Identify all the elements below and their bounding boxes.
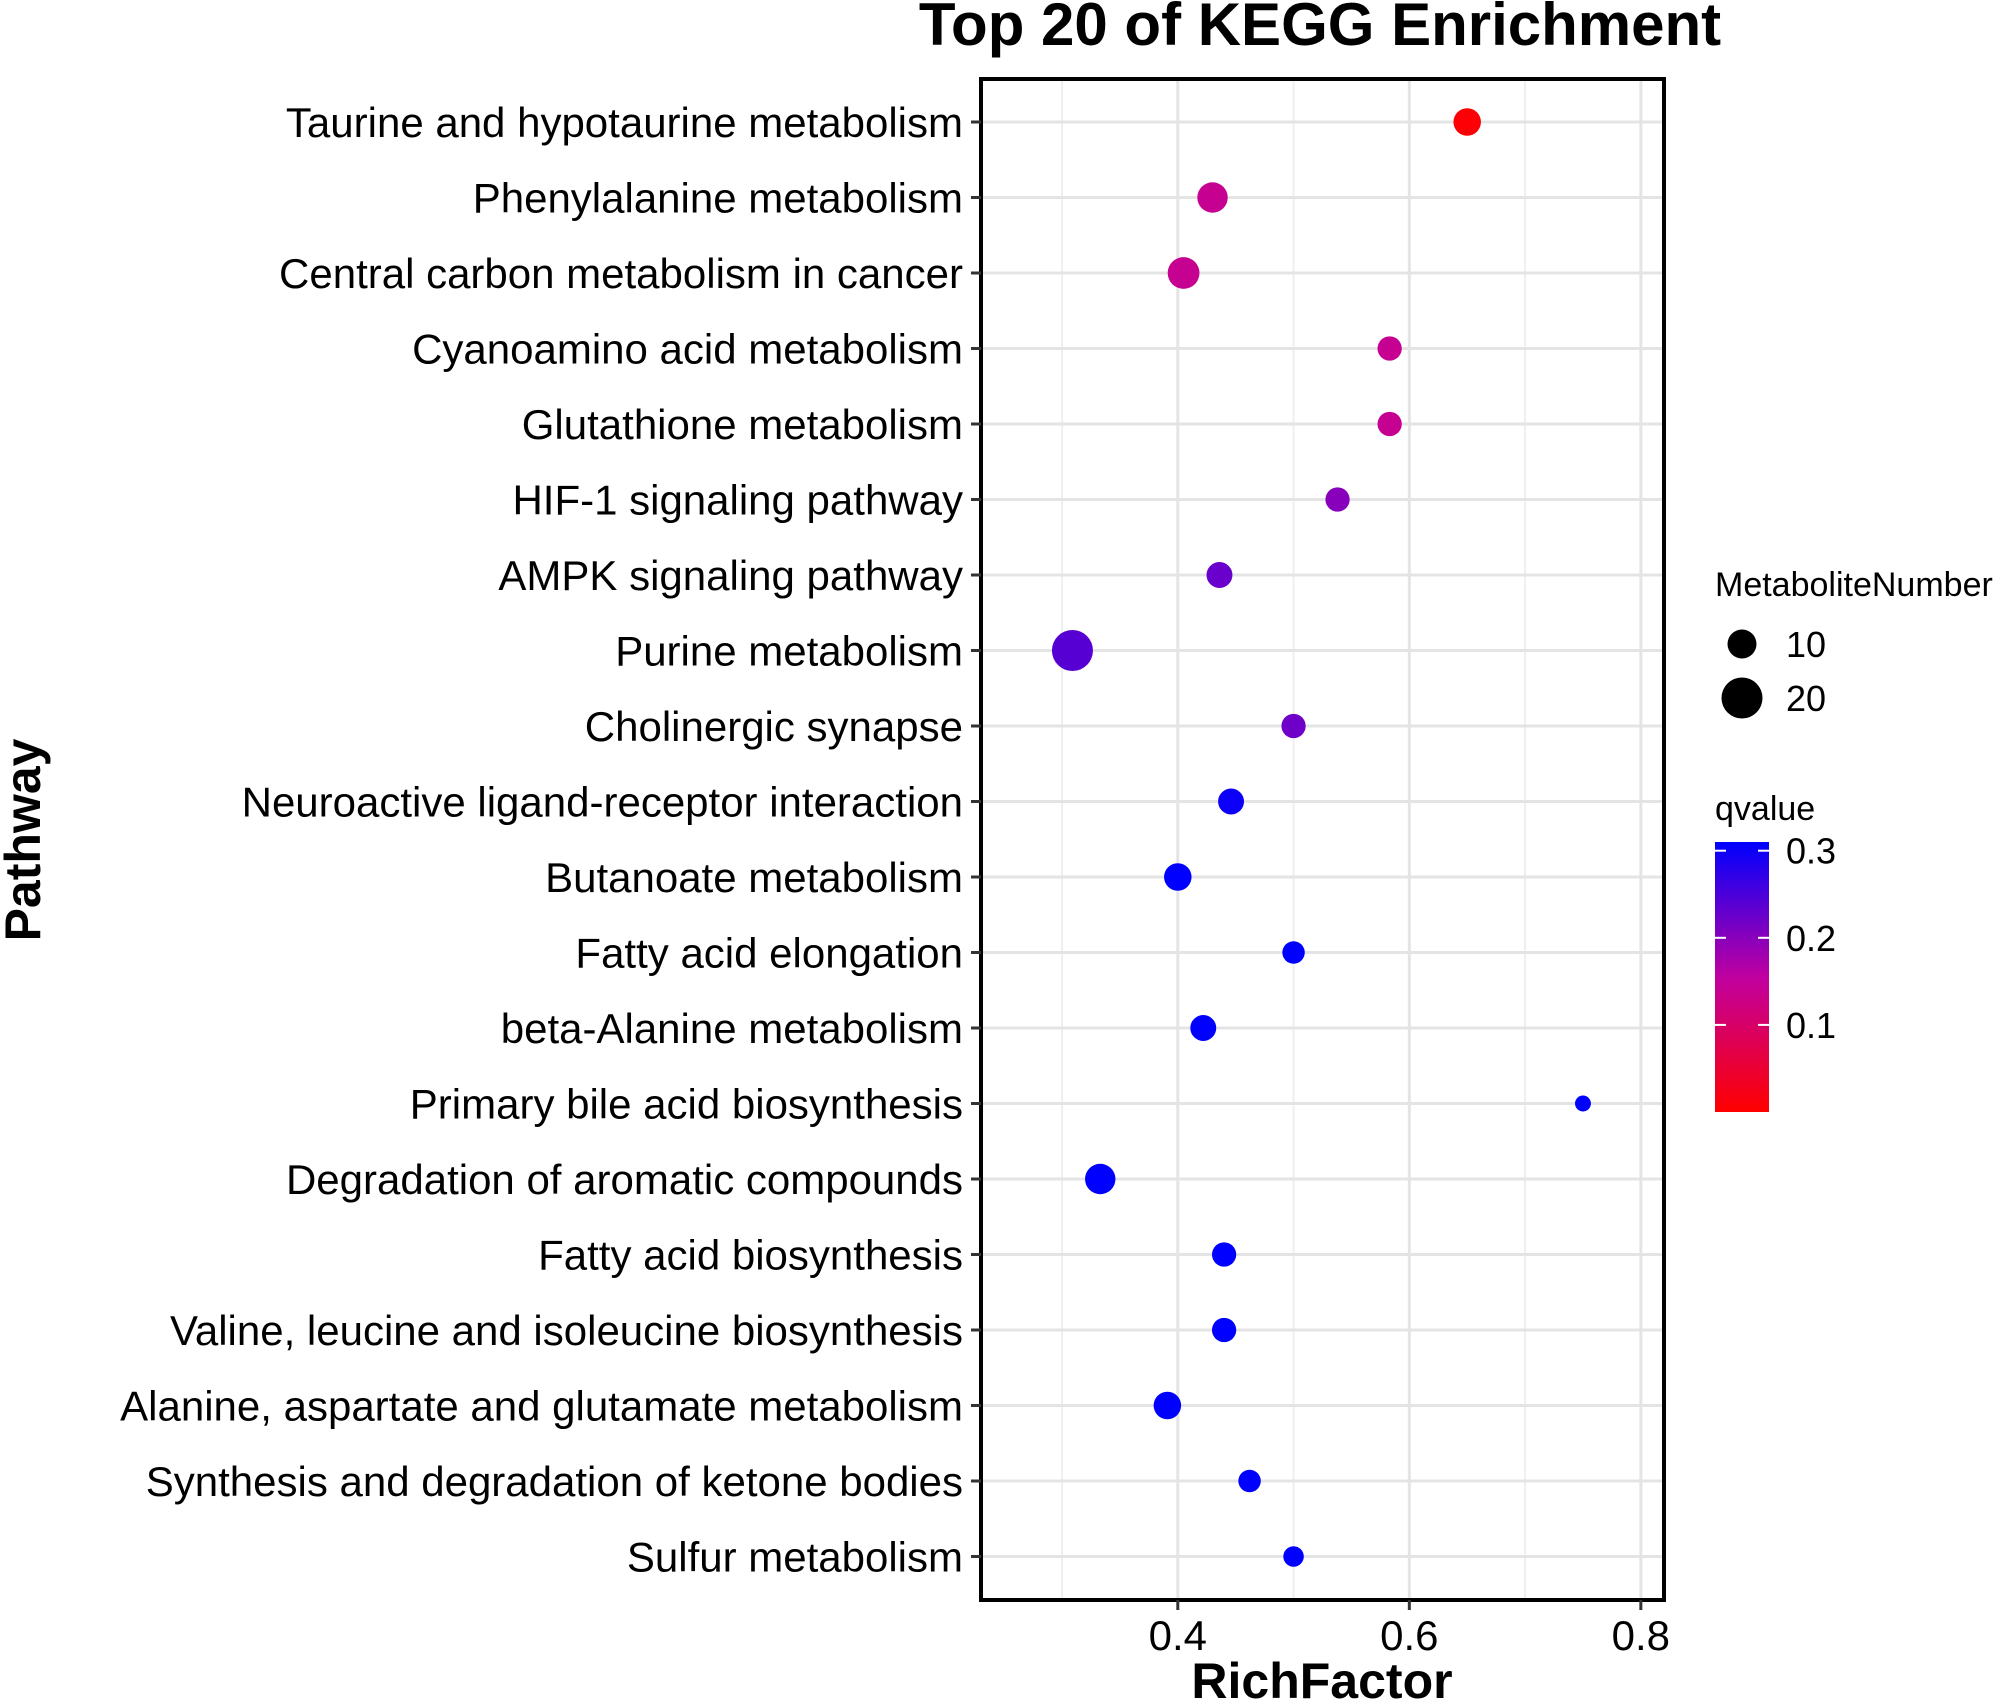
y-tick-label: Fatty acid biosynthesis (538, 1232, 963, 1279)
y-tick-label: Central carbon metabolism in cancer (279, 250, 963, 297)
data-point (1283, 1546, 1304, 1567)
size-legend-title: MetaboliteNumber (1715, 566, 1993, 604)
data-point (1575, 1095, 1591, 1112)
size-legend-key (1721, 677, 1763, 719)
qvalue-colorbar-ticks: 0.1 0.2 0.3 (1715, 831, 1836, 1046)
y-tick-label: Taurine and hypotaurine metabolism (286, 99, 963, 146)
y-tick-label: Fatty acid elongation (575, 930, 963, 977)
size-legend-label: 10 (1786, 624, 1826, 665)
data-point (1211, 1317, 1237, 1343)
y-tick-label: HIF-1 signaling pathway (512, 477, 963, 524)
y-tick-label: Synthesis and degradation of ketone bodi… (146, 1458, 963, 1505)
data-point (1153, 1391, 1182, 1420)
y-tick-label: Butanoate metabolism (545, 854, 963, 901)
colorbar-tick-label: 0.1 (1786, 1005, 1836, 1046)
colorbar-tick-label: 0.2 (1786, 918, 1836, 959)
x-tick-label: 0.6 (1380, 1612, 1438, 1659)
y-tick-label: beta-Alanine metabolism (501, 1005, 963, 1052)
data-point (1238, 1469, 1261, 1493)
data-point (1453, 108, 1481, 136)
x-axis: 0.4 0.6 0.8 (1149, 1600, 1670, 1659)
size-legend-label: 20 (1786, 678, 1826, 719)
chart-title: Top 20 of KEGG Enrichment (919, 0, 1721, 58)
x-tick-label: 0.4 (1149, 1612, 1207, 1659)
y-tick-label: Alanine, aspartate and glutamate metabol… (120, 1383, 963, 1430)
y-tick-label: Cholinergic synapse (585, 703, 963, 750)
plot-background (981, 79, 1664, 1600)
data-points (1051, 108, 1591, 1567)
y-tick-label: Glutathione metabolism (522, 401, 963, 448)
plot-grid (981, 79, 1664, 1600)
data-point (1167, 257, 1200, 289)
y-tick-label: AMPK signaling pathway (498, 552, 963, 599)
data-point (1377, 411, 1402, 437)
x-axis-title: RichFactor (1191, 1653, 1452, 1703)
colorbar-tick-label: 0.3 (1786, 831, 1836, 872)
data-point (1197, 182, 1228, 213)
data-point (1051, 629, 1093, 672)
data-point (1377, 336, 1402, 361)
data-point (1282, 941, 1305, 964)
data-point (1325, 487, 1350, 512)
size-legend-key (1727, 629, 1757, 659)
y-tick-label: Neuroactive ligand-receptor interaction (242, 779, 963, 826)
plot-panel-border (979, 77, 1666, 1602)
data-point (1211, 1242, 1237, 1267)
y-tick-label: Cyanoamino acid metabolism (412, 326, 963, 373)
qvalue-legend: qvalue 0.1 0.2 0.3 (1715, 790, 1836, 1112)
y-tick-label: Valine, leucine and isoleucine biosynthe… (170, 1307, 963, 1354)
y-tick-label: Purine metabolism (615, 628, 963, 675)
data-point (1281, 713, 1306, 739)
y-axis-title: Pathway (0, 738, 51, 941)
y-tick-label: Degradation of aromatic compounds (286, 1156, 963, 1203)
data-point (1164, 863, 1192, 891)
data-point (1218, 788, 1245, 815)
y-tick-label: Sulfur metabolism (627, 1534, 963, 1581)
qvalue-colorbar (1715, 842, 1769, 1112)
data-point (1085, 1163, 1116, 1195)
data-point (1206, 562, 1233, 588)
data-point (1190, 1015, 1217, 1041)
y-tick-label: Phenylalanine metabolism (473, 175, 963, 222)
x-tick-label: 0.8 (1612, 1612, 1670, 1659)
qvalue-legend-title: qvalue (1715, 790, 1815, 828)
y-tick-label: Primary bile acid biosynthesis (410, 1081, 963, 1128)
y-axis: Taurine and hypotaurine metabolism Phenyl… (120, 99, 981, 1581)
